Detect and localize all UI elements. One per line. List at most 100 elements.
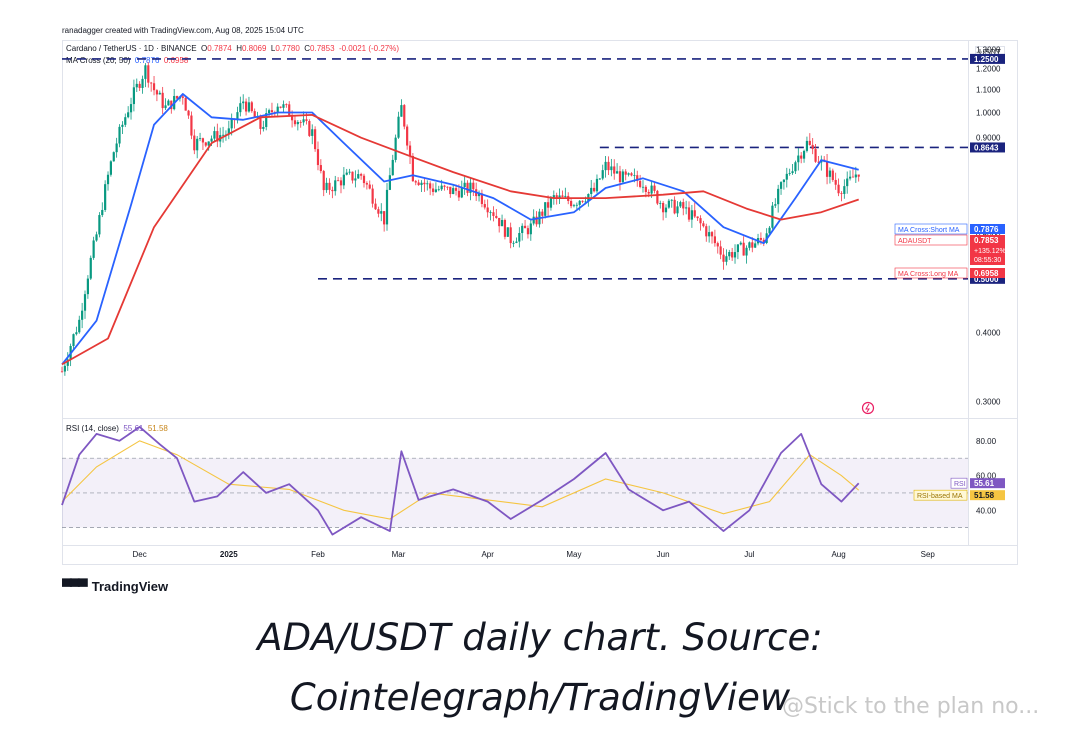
candle-body [788, 173, 791, 174]
series-tag-value: 0.6958 [974, 269, 999, 278]
rsi-tick-label: 80.00 [976, 437, 997, 446]
candle-body [374, 203, 377, 210]
change-value: -0.0021 (-0.27%) [338, 44, 399, 53]
candle-body [561, 195, 564, 197]
candle-body [509, 227, 512, 244]
time-tick-label: Sep [921, 550, 936, 559]
candle-body [135, 83, 138, 88]
candle-body [380, 211, 383, 214]
candle-body [831, 170, 834, 180]
candle-body [805, 140, 809, 151]
candle-body [150, 82, 153, 84]
candle-body [400, 105, 403, 117]
high-value: 0.8069 [241, 44, 267, 53]
candle-body [610, 166, 613, 171]
tradingview-logo: ▀▀▀ TradingView [62, 578, 168, 594]
candle-body [682, 202, 685, 209]
candle-body [420, 182, 423, 186]
rsi-legend-value: 55.61 [123, 424, 144, 433]
candle-body [687, 207, 691, 220]
candle-body [446, 186, 449, 188]
series-tag-box [894, 234, 968, 246]
series-tag-value-box [970, 224, 1005, 234]
candle-body [305, 119, 308, 121]
candle-body [118, 126, 121, 144]
price-tick-label: 0.3000 [976, 397, 1001, 406]
level-tag-label: 0.5000 [974, 275, 999, 284]
series-tag-extra: 08:55:30 [974, 257, 1001, 264]
series-tag-value: 0.7853 [974, 236, 999, 245]
candle-body [331, 189, 334, 192]
candle-body [78, 319, 81, 333]
candle-body [127, 112, 130, 118]
candle-body [618, 171, 622, 183]
candle-body [460, 187, 463, 198]
price-tick-label: 1.1000 [976, 86, 1001, 95]
candle-body [325, 182, 328, 191]
candle-body [282, 104, 285, 108]
candle-body [627, 173, 630, 175]
candle-body [408, 145, 412, 156]
candle-body [414, 181, 417, 183]
candle-body [457, 190, 461, 198]
candle-body [690, 210, 693, 220]
candle-body [762, 239, 765, 243]
candle-body [840, 193, 843, 195]
candle-body [811, 144, 814, 150]
candle-body [403, 105, 406, 127]
candle-body [521, 225, 524, 234]
candle-body [221, 134, 225, 136]
candle-body [293, 120, 297, 125]
rsi-tick-label: 60.00 [976, 472, 997, 481]
candle-body [535, 216, 538, 225]
candle-body [152, 83, 156, 91]
candle-body [296, 122, 299, 125]
candle-body [696, 216, 699, 219]
candle-body [639, 181, 642, 187]
candle-body [86, 278, 89, 295]
candle-body [357, 174, 360, 179]
candle-body [164, 105, 167, 109]
ma-long-line [61, 114, 859, 366]
time-tick-label: Apr [481, 550, 494, 559]
candle-body [141, 78, 144, 88]
candle-body [147, 65, 150, 83]
candle-body [144, 65, 147, 79]
candle-body [236, 112, 239, 121]
candle-body [354, 178, 357, 181]
candle-body [679, 202, 682, 207]
flash-icon [861, 401, 875, 415]
candle-body [121, 124, 124, 127]
candle-body [365, 183, 368, 185]
candle-body [555, 195, 558, 198]
candle-body [653, 185, 656, 191]
candle-body [828, 170, 832, 177]
candle-body [647, 191, 650, 194]
candle-body [385, 189, 389, 225]
price-tick-label: 1.3000 [976, 46, 1001, 55]
candle-body [716, 243, 719, 247]
rsi-line [61, 425, 860, 536]
candle-body [590, 187, 593, 195]
series-tag-label: MA Cross:Short MA [898, 227, 960, 234]
candle-body [167, 100, 170, 106]
candle-body [584, 201, 587, 203]
candle-body [276, 106, 279, 113]
candle-body [791, 171, 794, 174]
candle-body [512, 242, 515, 244]
candle-body [759, 238, 763, 240]
level-tag-label: 0.8643 [974, 143, 999, 152]
ma-short-value: 0.7876 [134, 56, 160, 65]
candle-body [837, 184, 840, 194]
candle-body [207, 141, 210, 146]
candle-body [523, 225, 527, 229]
time-tick-label: Mar [392, 550, 406, 559]
candle-body [751, 242, 754, 248]
candle-body [423, 182, 426, 185]
candle-body [371, 188, 374, 204]
candle-body [89, 257, 92, 279]
ma-legend: MA Cross (20, 50) 0.7876 0.6958 [66, 56, 188, 65]
candle-body [308, 120, 311, 136]
time-tick-label: Jun [657, 550, 670, 559]
tradingview-logo-icon: ▀▀▀ [62, 578, 88, 594]
